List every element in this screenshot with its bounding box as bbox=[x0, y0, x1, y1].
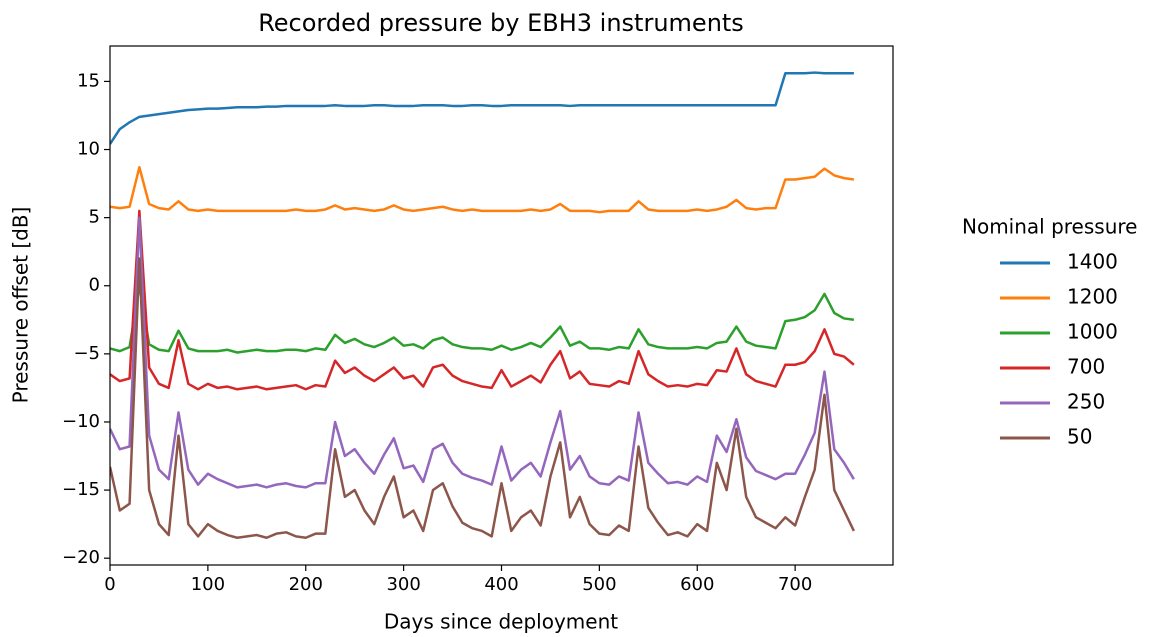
series-line bbox=[110, 216, 855, 489]
x-tick-label: 100 bbox=[191, 574, 225, 595]
series-line bbox=[110, 165, 855, 214]
x-tick-label: 400 bbox=[484, 574, 518, 595]
x-tick-label: 600 bbox=[680, 574, 714, 595]
x-tick-label: 700 bbox=[778, 574, 812, 595]
chart-title: Recorded pressure by EBH3 instruments bbox=[258, 9, 744, 37]
legend-label: 1200 bbox=[1067, 285, 1118, 309]
legend-label: 700 bbox=[1067, 355, 1105, 379]
legend-label: 250 bbox=[1067, 390, 1105, 414]
y-tick-label: 0 bbox=[89, 275, 100, 296]
x-tick-label: 200 bbox=[289, 574, 323, 595]
y-tick-label: 10 bbox=[77, 139, 100, 160]
legend-label: 1400 bbox=[1067, 250, 1118, 274]
series-line bbox=[110, 284, 855, 354]
x-axis-label: Days since deployment bbox=[384, 610, 618, 634]
series-line bbox=[110, 71, 854, 145]
x-tick-label: 0 bbox=[104, 574, 115, 595]
series-line bbox=[110, 257, 855, 540]
x-tick-label: 300 bbox=[386, 574, 420, 595]
legend-title: Nominal pressure bbox=[962, 215, 1137, 239]
series-line bbox=[110, 209, 855, 391]
y-tick-label: −10 bbox=[62, 411, 100, 432]
y-tick-label: 5 bbox=[89, 207, 100, 228]
legend-label: 50 bbox=[1067, 425, 1092, 449]
y-tick-label: −15 bbox=[62, 479, 100, 500]
x-tick-label: 500 bbox=[582, 574, 616, 595]
y-axis-label: Pressure offset [dB] bbox=[9, 207, 33, 404]
legend-label: 1000 bbox=[1067, 320, 1118, 344]
y-tick-label: −5 bbox=[73, 343, 100, 364]
y-tick-label: −20 bbox=[62, 547, 100, 568]
y-tick-label: 15 bbox=[77, 70, 100, 91]
